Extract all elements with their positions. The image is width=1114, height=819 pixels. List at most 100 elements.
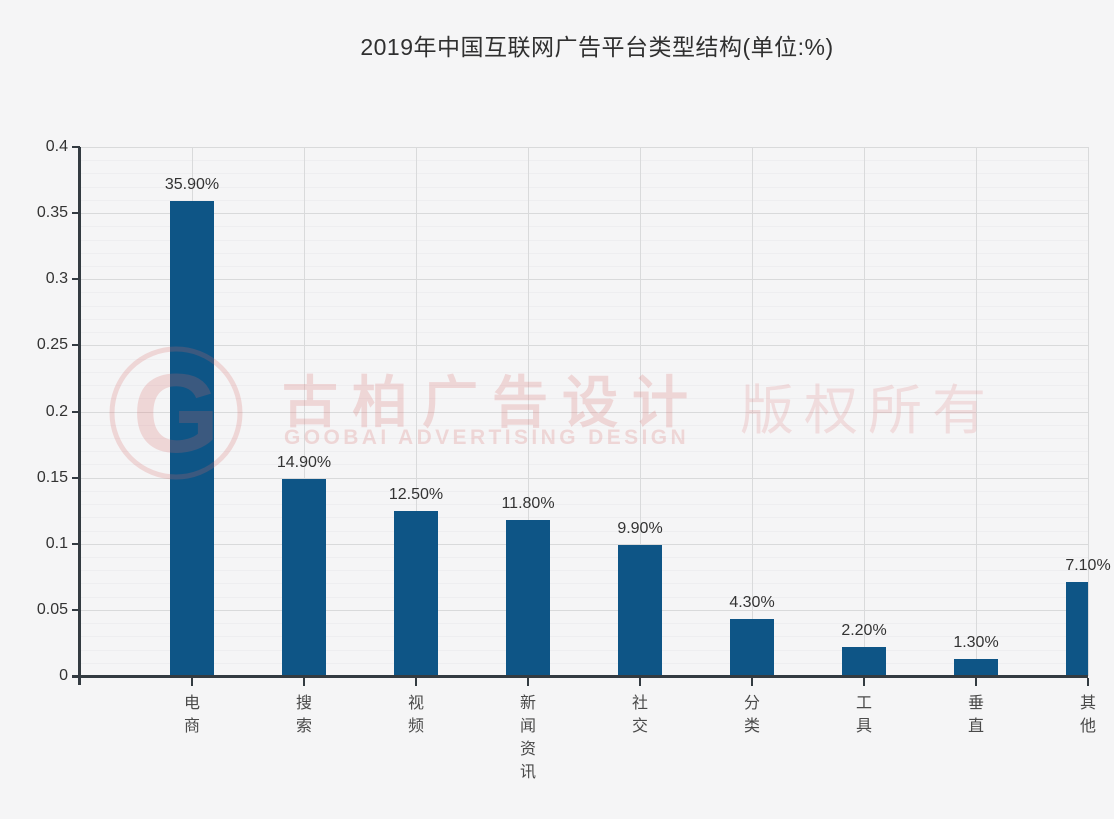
- bar-分类: [730, 619, 774, 676]
- svg-text:G: G: [132, 351, 219, 476]
- watermark-rights-text: 版权所有: [740, 381, 996, 441]
- major-gridline: [80, 609, 1088, 611]
- bar-视频: [394, 510, 438, 676]
- y-tick-label: 0: [59, 667, 68, 684]
- vertical-gridline: [192, 147, 193, 676]
- category-label: 社 交: [631, 695, 649, 735]
- category-label: 工 具: [855, 695, 873, 735]
- major-gridline: [80, 345, 1088, 347]
- bar-value-label: 1.30%: [953, 633, 999, 651]
- x-axis-tick: [415, 678, 417, 686]
- bar-value-label: 12.50%: [388, 485, 444, 503]
- vertical-gridline: [864, 147, 865, 676]
- bar-value-label: 9.90%: [617, 520, 663, 538]
- y-tick-label: 0.3: [45, 270, 68, 288]
- bar-value-label: 4.30%: [729, 594, 775, 612]
- x-axis-tick: [527, 678, 529, 686]
- category-label: 垂 直: [967, 695, 985, 735]
- bar-搜索: [282, 478, 326, 676]
- major-gridline: [80, 411, 1088, 413]
- minor-gridline: [80, 451, 1088, 453]
- y-tick-label: 0.15: [36, 468, 68, 486]
- minor-gridline: [80, 292, 1088, 294]
- y-tick-label: 0.05: [36, 600, 68, 618]
- category-label: 分 类: [743, 695, 761, 735]
- minor-gridline: [80, 424, 1088, 426]
- minor-gridline: [80, 186, 1088, 188]
- bar-value-label: 7.10%: [1065, 557, 1111, 575]
- watermark-cn-text: 古柏广告设计: [282, 371, 702, 434]
- minor-gridline: [80, 226, 1088, 228]
- minor-gridline: [80, 649, 1088, 651]
- minor-gridline: [80, 636, 1088, 638]
- vertical-gridline: [752, 147, 753, 676]
- bar-新闻资讯: [506, 519, 550, 676]
- vertical-gridline: [640, 147, 641, 676]
- major-gridline: [80, 147, 1088, 148]
- x-axis-line: [72, 675, 1088, 678]
- category-label: 视 频: [407, 695, 425, 735]
- y-axis-tick: [72, 410, 80, 413]
- x-axis-tick: [975, 678, 977, 686]
- minor-gridline: [80, 623, 1088, 625]
- bar-社交: [618, 545, 662, 676]
- minor-gridline: [80, 504, 1088, 506]
- x-axis-tick: [863, 678, 865, 686]
- major-gridline: [80, 279, 1088, 281]
- major-gridline: [80, 477, 1088, 479]
- minor-gridline: [80, 239, 1088, 241]
- x-axis-tick: [1087, 678, 1089, 686]
- y-axis-tick: [72, 146, 80, 148]
- bar-value-label: 2.20%: [841, 621, 887, 639]
- minor-gridline: [80, 160, 1088, 162]
- x-axis-tick: [303, 678, 305, 686]
- y-tick-label: 0.35: [36, 204, 68, 222]
- bar-value-label: 11.80%: [501, 494, 555, 512]
- category-label: 电 商: [183, 695, 201, 735]
- minor-gridline: [80, 266, 1088, 268]
- bar-垂直: [954, 658, 998, 676]
- y-axis-tick: [72, 278, 80, 281]
- minor-gridline: [80, 464, 1088, 466]
- bar-value-label: 35.90%: [164, 176, 220, 194]
- y-axis-tick: [72, 675, 80, 677]
- minor-gridline: [80, 437, 1088, 439]
- minor-gridline: [80, 517, 1088, 519]
- minor-gridline: [80, 583, 1088, 585]
- minor-gridline: [80, 596, 1088, 598]
- chart-title: 2019年中国互联网广告平台类型结构(单位:%): [360, 34, 834, 60]
- x-axis-tick: [191, 678, 193, 686]
- y-axis-tick: [72, 608, 80, 611]
- minor-gridline: [80, 318, 1088, 320]
- minor-gridline: [80, 173, 1088, 175]
- y-tick-label: 0.1: [45, 534, 68, 552]
- y-axis-line: [78, 147, 81, 685]
- minor-gridline: [80, 398, 1088, 400]
- watermark-logo-icon: G: [109, 346, 243, 480]
- minor-gridline: [80, 199, 1088, 201]
- vertical-gridline: [1088, 147, 1089, 676]
- category-label: 其 他: [1079, 695, 1097, 735]
- vertical-gridline: [528, 147, 529, 676]
- x-axis-tick: [751, 678, 753, 686]
- minor-gridline: [80, 662, 1088, 664]
- minor-gridline: [80, 305, 1088, 307]
- minor-gridline: [80, 332, 1088, 334]
- bar-电商: [170, 201, 214, 676]
- vertical-gridline: [304, 147, 305, 676]
- minor-gridline: [80, 556, 1088, 558]
- minor-gridline: [80, 371, 1088, 373]
- x-axis-tick: [639, 678, 641, 686]
- minor-gridline: [80, 570, 1088, 572]
- y-axis-tick: [72, 476, 80, 479]
- bars-layer: [80, 147, 1088, 676]
- watermark-en-text: GOOBAI ADVERTISING DESIGN: [284, 426, 690, 449]
- y-axis-tick: [72, 212, 80, 215]
- minor-gridline: [80, 252, 1088, 254]
- category-label: 新 闻 资 讯: [519, 695, 537, 781]
- y-tick-label: 0.4: [45, 138, 68, 155]
- y-axis-tick: [72, 344, 80, 347]
